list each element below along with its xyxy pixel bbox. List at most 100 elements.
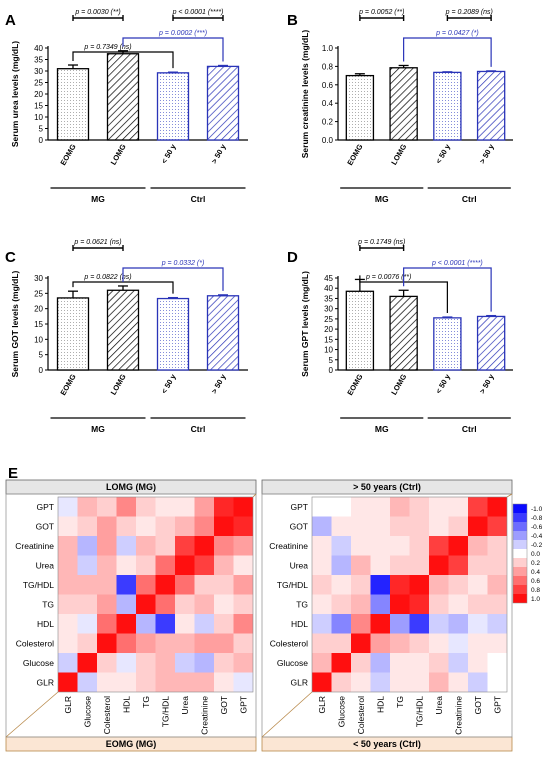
y-axis-title: Serum GPT levels (mg/dL) <box>300 271 310 377</box>
heatmap-cell <box>351 516 371 536</box>
heatmap-cell <box>429 575 449 595</box>
heatmap-cell <box>331 633 351 653</box>
heatmap-cell <box>429 594 449 614</box>
x-category-label: LOMG <box>389 372 408 396</box>
heatmap-cell <box>155 497 175 517</box>
heatmap-cell <box>58 516 78 536</box>
y-tick-label: 0.8 <box>322 62 334 71</box>
bar <box>206 295 240 371</box>
heatmap-cell <box>214 672 234 692</box>
heatmap-cell <box>448 672 468 692</box>
y-tick-label: 20 <box>324 325 333 334</box>
comparison-pvalue: p = 0.0076 (**) <box>365 274 411 281</box>
x-category-label: < 50 y <box>159 142 178 165</box>
heatmap-lower-title: < 50 years (Ctrl) <box>353 739 421 749</box>
heatmap-cell <box>136 536 156 556</box>
heatmap-cell <box>194 672 214 692</box>
y-tick-label: 35 <box>324 294 333 303</box>
x-category-label: < 50 y <box>434 142 453 165</box>
colorbar-swatch <box>513 549 527 558</box>
y-tick-label: 0.4 <box>322 99 334 108</box>
heatmap-cell <box>390 594 410 614</box>
heatmap-cell <box>351 497 371 517</box>
heatmap-col-label: Colesterol <box>356 696 366 734</box>
heatmap-row-label: Colesterol <box>16 638 54 648</box>
heatmap-col-label: HDL <box>121 696 131 713</box>
comparison-pvalue: p = 0.2089 (ns) <box>445 9 493 16</box>
heatmap-cell <box>136 575 156 595</box>
heatmap-cell <box>331 497 351 517</box>
heatmap-cell <box>116 536 136 556</box>
heatmap-cell <box>77 575 97 595</box>
heatmap-cell <box>468 536 488 556</box>
heatmap-cell <box>77 653 97 673</box>
heatmap-cell <box>468 633 488 653</box>
heatmap-row-label: GOT <box>290 521 308 531</box>
heatmap-cell <box>409 653 429 673</box>
heatmap-cell <box>487 575 507 595</box>
x-category-label: > 50 y <box>209 372 228 395</box>
colorbar-label: -0.2 <box>531 542 543 549</box>
x-category-label: EOMG <box>58 372 77 396</box>
heatmap-col-label: Glucose <box>336 696 346 727</box>
heatmap-row-label: GOT <box>36 521 54 531</box>
heatmap-cell <box>77 536 97 556</box>
heatmap-cell <box>390 614 410 634</box>
heatmap-cell <box>487 516 507 536</box>
comparison-pvalue: p = 0.1749 (ns) <box>357 239 405 246</box>
heatmap-cell <box>58 536 78 556</box>
heatmap-cell <box>409 555 429 575</box>
heatmap-row-label: GPT <box>291 502 308 512</box>
heatmap-2: > 50 years (Ctrl) < 50 years (Ctrl) GPT GOT… <box>261 479 513 752</box>
heatmap-colorbar: -1.0 -0.8 -0.6 -0.4 -0.2 0.0 0.2 0.4 0.6 0.8 1.0 <box>512 503 543 604</box>
heatmap-cell <box>448 536 468 556</box>
y-tick-label: 40 <box>324 284 333 293</box>
x-category-label: LOMG <box>389 142 408 166</box>
heatmap-cell <box>429 536 449 556</box>
colorbar-label: 1.0 <box>531 596 540 603</box>
heatmap-cell <box>194 614 214 634</box>
y-tick-label: 1.0 <box>322 44 334 53</box>
heatmap-row-label: GLR <box>37 677 54 687</box>
group-label: MG <box>91 424 105 434</box>
heatmap-cell <box>448 555 468 575</box>
heatmap-cell <box>370 555 390 575</box>
heatmap-cell <box>390 497 410 517</box>
heatmap-cell <box>77 555 97 575</box>
heatmap-cell <box>448 575 468 595</box>
heatmap-cell <box>370 516 390 536</box>
heatmap-cell <box>155 633 175 653</box>
heatmap-cell <box>351 536 371 556</box>
y-tick-label: 40 <box>34 44 43 53</box>
heatmap-cell <box>390 672 410 692</box>
panel-label: A <box>5 12 16 29</box>
heatmap-cell <box>116 633 136 653</box>
y-tick-label: 15 <box>34 320 43 329</box>
heatmap-cell <box>390 555 410 575</box>
comparison-line <box>72 51 174 69</box>
heatmap-cell <box>312 653 332 673</box>
comparison-line <box>122 37 224 62</box>
heatmap-cell <box>331 516 351 536</box>
heatmap-cell <box>97 614 117 634</box>
colorbar-swatch <box>513 531 527 540</box>
heatmap-cell <box>136 516 156 536</box>
colorbar-label: 0.6 <box>531 578 540 585</box>
heatmap-cell <box>97 555 117 575</box>
heatmap-cell <box>77 516 97 536</box>
heatmap-cell <box>175 497 195 517</box>
x-category-label: > 50 y <box>478 142 497 165</box>
heatmap-cell <box>370 633 390 653</box>
heatmap-cell <box>331 575 351 595</box>
heatmap-cell <box>194 653 214 673</box>
heatmap-cell <box>155 672 175 692</box>
heatmap-cell <box>155 653 175 673</box>
colorbar-swatch <box>513 504 527 513</box>
colorbar-swatch <box>513 558 527 567</box>
heatmap-row-label: Glucose <box>277 658 308 668</box>
heatmap-cell <box>409 594 429 614</box>
x-category-label: LOMG <box>109 372 128 396</box>
y-tick-label: 20 <box>34 305 43 314</box>
